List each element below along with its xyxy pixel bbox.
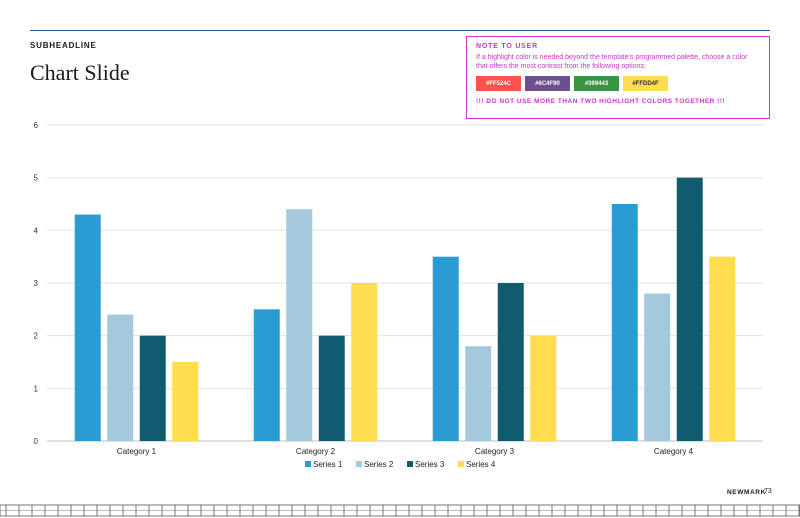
x-tick-label: Category 3 (475, 447, 515, 456)
bar (139, 335, 166, 441)
bar (497, 283, 524, 441)
x-tick-label: Category 1 (117, 447, 157, 456)
legend-swatch (458, 461, 464, 467)
x-tick-label: Category 4 (654, 447, 694, 456)
bar (611, 204, 638, 441)
y-tick-label: 4 (34, 226, 39, 235)
y-tick-label: 3 (34, 279, 39, 288)
bar (351, 283, 378, 441)
bar (172, 362, 199, 441)
x-tick-label: Category 2 (296, 447, 336, 456)
page-number: 73 (764, 488, 772, 495)
slide-title: Chart Slide (30, 60, 130, 85)
film-strip-frame (0, 504, 800, 517)
bar (644, 293, 671, 441)
swatch-red: #FF524C (476, 76, 521, 91)
y-tick-label: 0 (34, 437, 39, 446)
bar (709, 256, 736, 441)
note-title: NOTE TO USER (476, 43, 538, 50)
legend-label: Series 4 (466, 460, 496, 469)
note-warning: !!! DO NOT USE MORE THAN TWO HIGHLIGHT C… (476, 98, 726, 105)
bar (465, 346, 492, 441)
y-tick-label: 6 (34, 121, 39, 130)
film-strip-decoration (0, 504, 800, 517)
bar (107, 314, 134, 441)
bar-chart: 0 1 2 3 4 5 6 Category 1 Category 2 Category 3 Cat… (34, 121, 763, 469)
y-tick-label: 5 (34, 174, 39, 183)
subheadline: SUBHEADLINE (30, 41, 97, 50)
legend-swatch (305, 461, 311, 467)
bar (676, 177, 703, 441)
top-rule (30, 30, 770, 31)
bar (318, 335, 345, 441)
bar (74, 214, 101, 441)
y-tick-label: 1 (34, 384, 39, 393)
legend-swatch (356, 461, 362, 467)
bar (253, 309, 280, 441)
brand-logo-text: NEWMARK (727, 489, 766, 496)
swatch-purple: #6C4F90 (525, 76, 570, 91)
swatch-yellow: #FFDD4F (623, 76, 668, 91)
legend-swatch (407, 461, 413, 467)
note-to-user-box: NOTE TO USER If a highlight color is nee… (466, 36, 770, 119)
bar (286, 209, 313, 441)
swatch-green: #399443 (574, 76, 619, 91)
color-swatches: #FF524C #6C4F90 #399443 #FFDD4F (476, 76, 760, 91)
y-tick-label: 2 (34, 332, 39, 341)
legend-label: Series 3 (415, 460, 445, 469)
bar (432, 256, 459, 441)
legend-label: Series 1 (313, 460, 343, 469)
legend-label: Series 2 (364, 460, 394, 469)
bar (530, 335, 557, 441)
note-text: If a highlight color is needed beyond th… (476, 54, 748, 70)
